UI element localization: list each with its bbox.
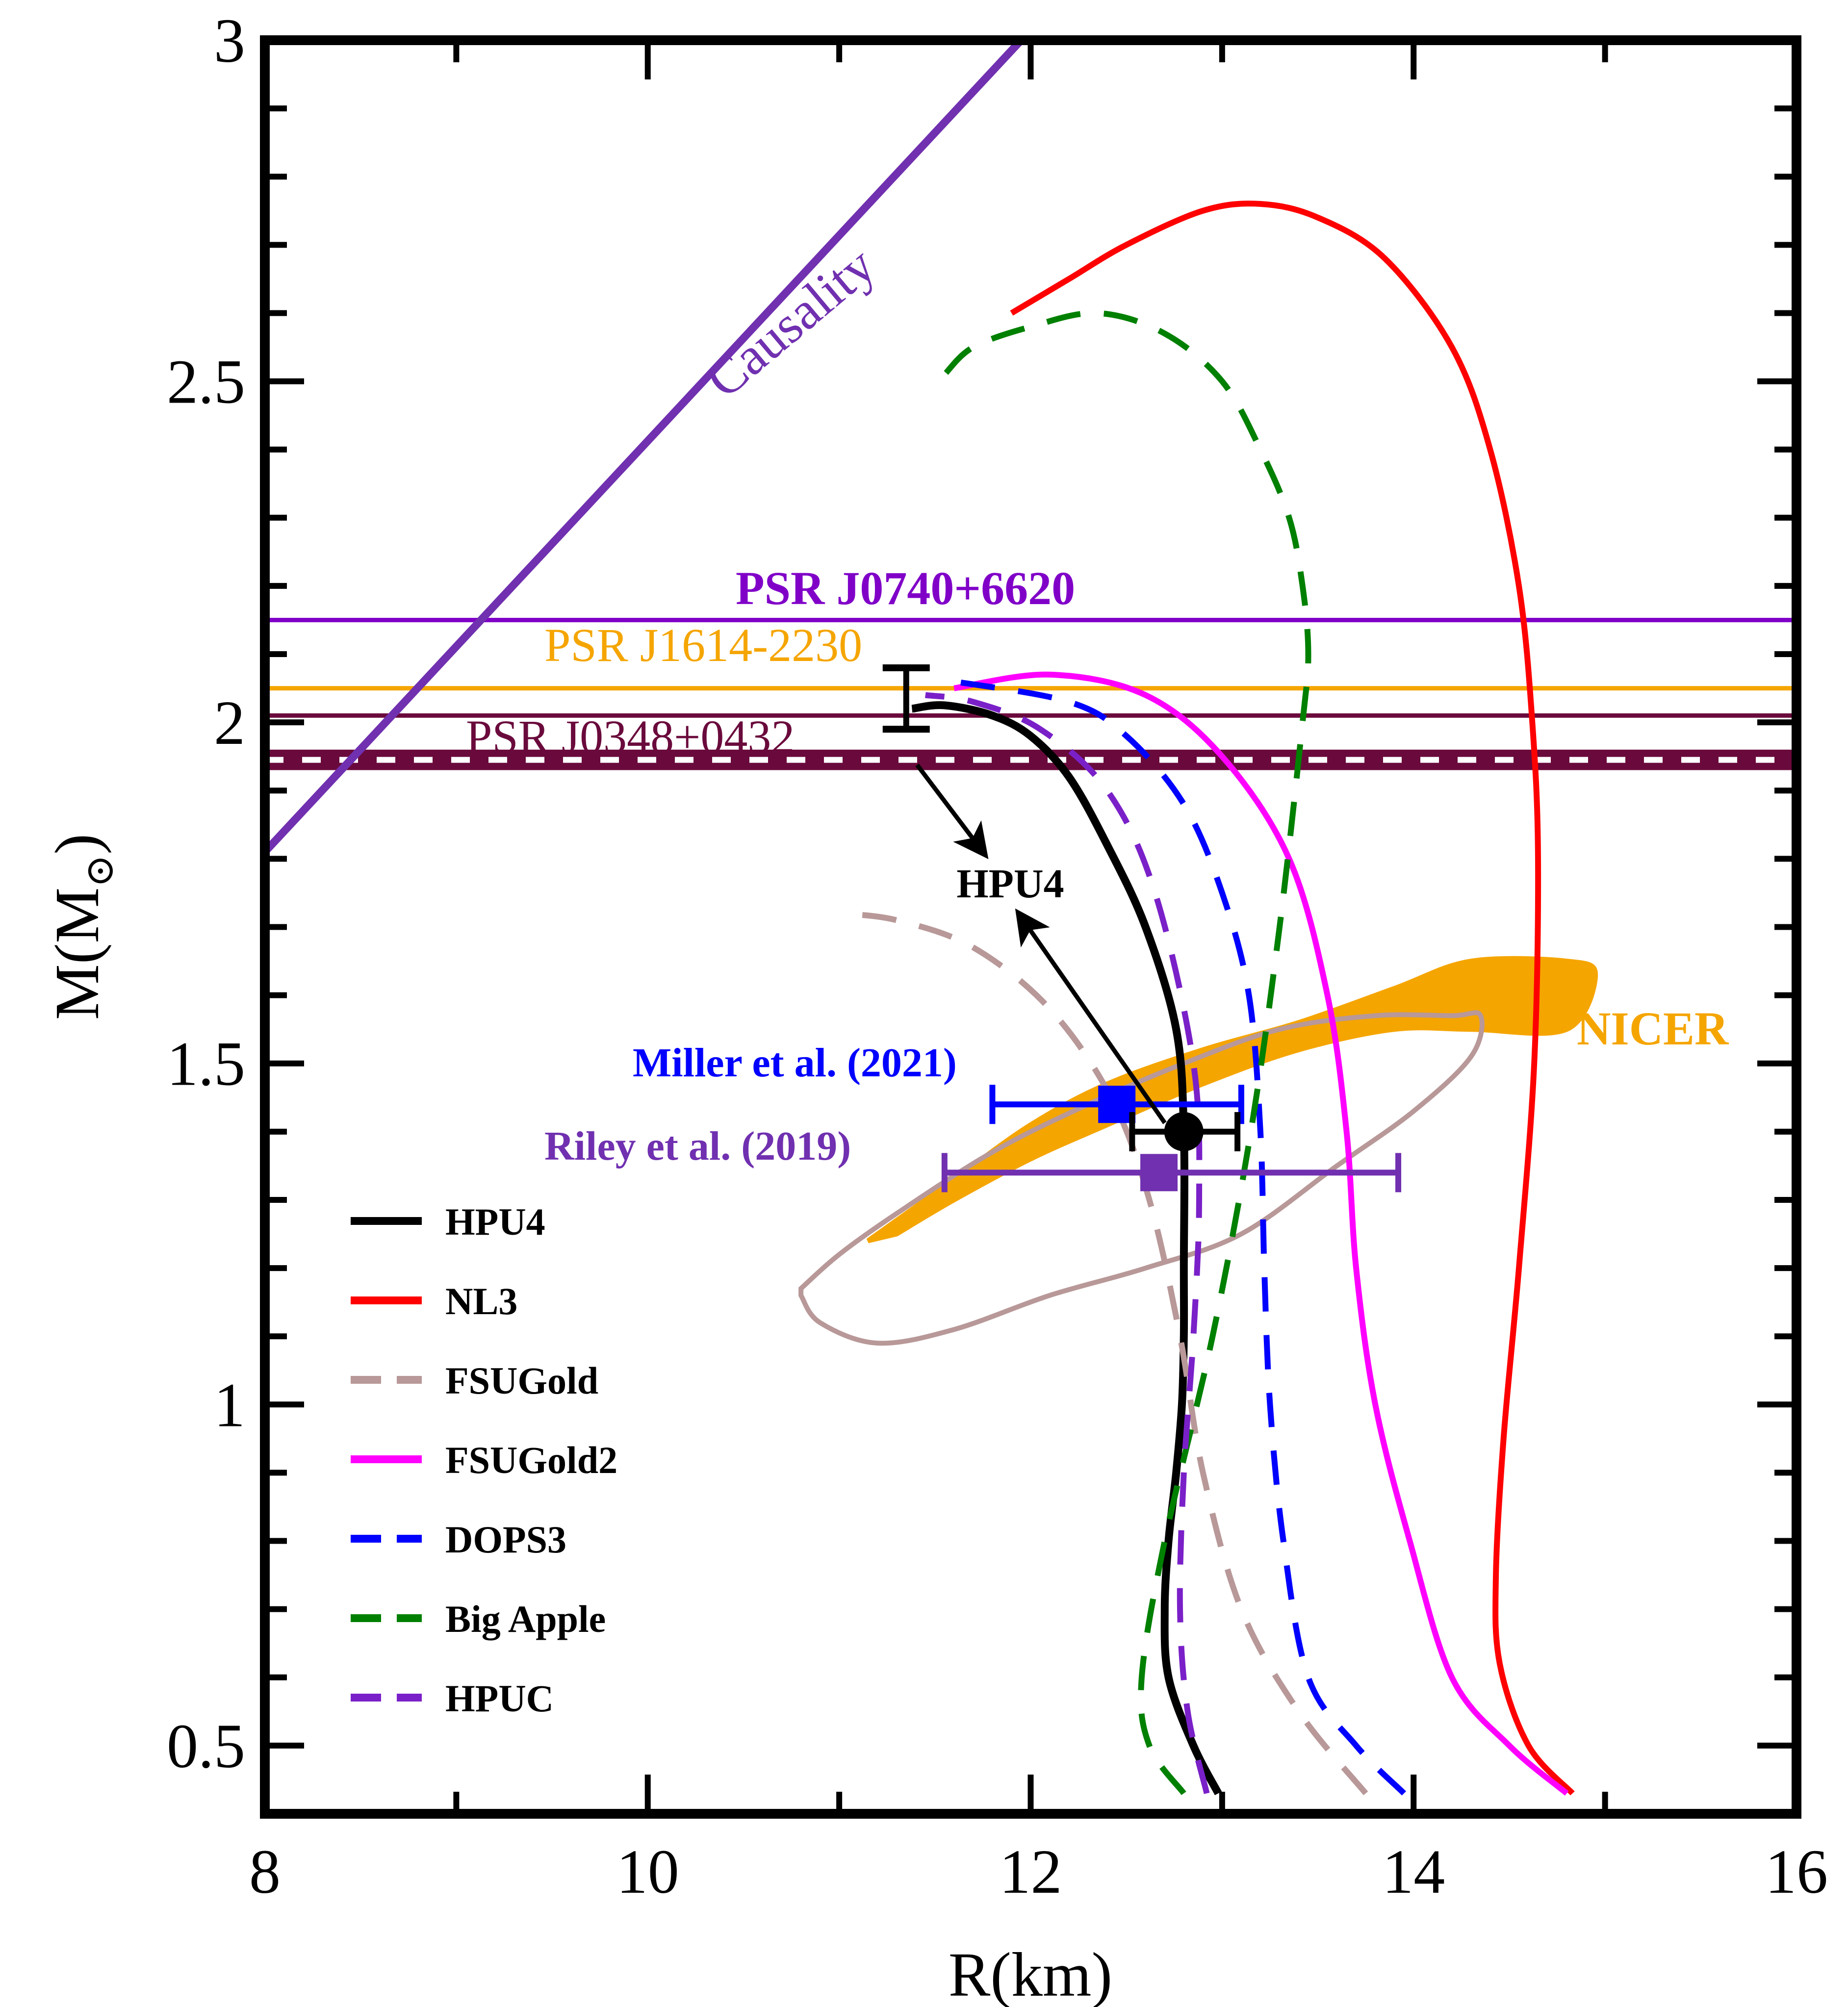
y-tick-label: 0.5 — [167, 1711, 245, 1781]
x-tick-label: 16 — [1765, 1837, 1828, 1906]
legend-label-big-apple: Big Apple — [445, 1598, 606, 1640]
legend-label-fsugold2: FSUGold2 — [445, 1439, 617, 1481]
y-axis-label-main: M(M — [42, 888, 112, 1020]
measurement-hpu4-3 — [882, 664, 930, 733]
hpu4-annotation: HPU4 — [956, 861, 1064, 907]
y-tick-label: 1.5 — [167, 1029, 245, 1099]
circle-marker — [1164, 1112, 1204, 1151]
measurement-riley-et-al-2019-1 — [941, 1153, 1402, 1193]
x-tick-label: 12 — [1000, 1837, 1062, 1906]
pulsar-label-j1614: PSR J1614-2230 — [544, 619, 862, 671]
eos-curves-layer — [839, 201, 1575, 1796]
measurements-layer — [882, 664, 1402, 1193]
legend-label-nl3: NL3 — [445, 1280, 517, 1322]
series-line-fsugold — [839, 910, 1368, 1796]
causality-line — [265, 40, 1024, 855]
causality-layer — [265, 40, 1024, 855]
x-tick-label: 10 — [616, 1837, 679, 1906]
arrow-to-hpu4-canonical — [1015, 908, 1167, 1124]
x-tick-label: 14 — [1382, 1837, 1445, 1906]
pulsar-label-j0348: PSR J0348+0432 — [466, 711, 795, 763]
series-line-hpu4 — [911, 701, 1222, 1796]
pulsar-label-j0740: PSR J0740+6620 — [736, 562, 1075, 614]
sun-symbol: ⊙ — [78, 855, 122, 888]
y-tick-label: 2.5 — [167, 347, 245, 417]
series-line-hpuc — [924, 692, 1210, 1794]
pulsar-constraints-layer — [265, 617, 1797, 770]
legend-label-hpuc: HPUC — [445, 1677, 554, 1720]
y-axis-label: M(M⊙) — [42, 834, 122, 1020]
legend-label-fsugold: FSUGold — [445, 1359, 598, 1402]
legend-label-dops3: DOPS3 — [445, 1518, 566, 1561]
arrow-to-hpu4-max — [915, 763, 989, 860]
x-tick-label: 8 — [249, 1837, 281, 1906]
y-tick-label: 1 — [214, 1370, 245, 1440]
tick-labels-layer: 8 10 12 14 16 0.5 1 1.5 2 2.5 3 — [167, 6, 1828, 1906]
series-line-fsugold2 — [953, 671, 1569, 1796]
x-axis-label: R(km) — [949, 1940, 1112, 2007]
measurement-hpu4-2 — [1129, 1112, 1241, 1151]
miller-label: Miller et al. (2021) — [633, 1040, 957, 1086]
ticks-layer — [262, 37, 1799, 1814]
square-marker — [1140, 1154, 1178, 1192]
riley-label: Riley et al. (2019) — [544, 1123, 851, 1169]
measurement-miller-et-al-2021-0 — [989, 1085, 1244, 1124]
y-tick-label: 3 — [214, 6, 245, 76]
y-axis-label-group: M(M⊙) — [42, 834, 122, 1020]
nicer-contour — [798, 1010, 1485, 1346]
series-line-nl3 — [1010, 201, 1575, 1796]
y-axis-label-close: ) — [42, 834, 112, 855]
y-tick-label: 2 — [214, 688, 245, 758]
series-line-dops3 — [953, 678, 1406, 1796]
causality-label: Causality — [695, 236, 886, 409]
nicer-label: NICER — [1577, 1002, 1729, 1055]
series-line-big-apple — [942, 310, 1311, 1795]
legend: HPU4 NL3 FSUGold FSUGold2 DOPS3 Big Apple HPUC — [351, 1200, 617, 1720]
nicer-orange-region — [866, 956, 1598, 1244]
legend-label-hpu4: HPU4 — [445, 1200, 545, 1243]
